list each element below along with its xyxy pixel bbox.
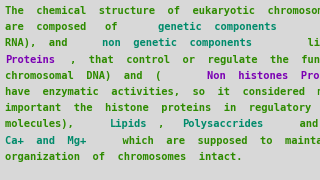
Text: molecules),: molecules), <box>5 119 86 129</box>
Text: important  the  histone  proteins  in  regulatory: important the histone proteins in regula… <box>5 103 311 113</box>
Text: and: and <box>287 119 320 129</box>
Text: like  (DNA  and: like (DNA and <box>311 22 320 32</box>
Text: which  are  supposed  to  maintain  the: which are supposed to maintain the <box>110 136 320 146</box>
Text: have  enzymatic  activities,  so  it  considered  more: have enzymatic activities, so it conside… <box>5 87 320 97</box>
Text: are  composed   of: are composed of <box>5 22 124 32</box>
Text: chromosomal  DNA)  and  (: chromosomal DNA) and ( <box>5 71 161 81</box>
Text: RNA),  and: RNA), and <box>5 38 80 48</box>
Text: ,  that  control  or  regulate  the  function  of: , that control or regulate the function … <box>69 55 320 65</box>
Text: non  genetic  components: non genetic components <box>102 38 252 48</box>
Text: Ca+  and  Mg+: Ca+ and Mg+ <box>5 136 86 146</box>
Text: ,: , <box>158 119 177 129</box>
Text: Polysaccrides: Polysaccrides <box>182 119 264 129</box>
Text: genetic  components: genetic components <box>158 22 277 32</box>
Text: like  (: like ( <box>295 38 320 48</box>
Text: Lipids: Lipids <box>110 119 147 129</box>
Text: The  chemical  structure  of  eukaryotic  chromosomes: The chemical structure of eukaryotic chr… <box>5 6 320 16</box>
Text: Non  histones  Proteins: Non histones Proteins <box>207 71 320 81</box>
Text: Proteins: Proteins <box>5 55 55 65</box>
Text: organization  of  chromosomes  intact.: organization of chromosomes intact. <box>5 152 243 162</box>
